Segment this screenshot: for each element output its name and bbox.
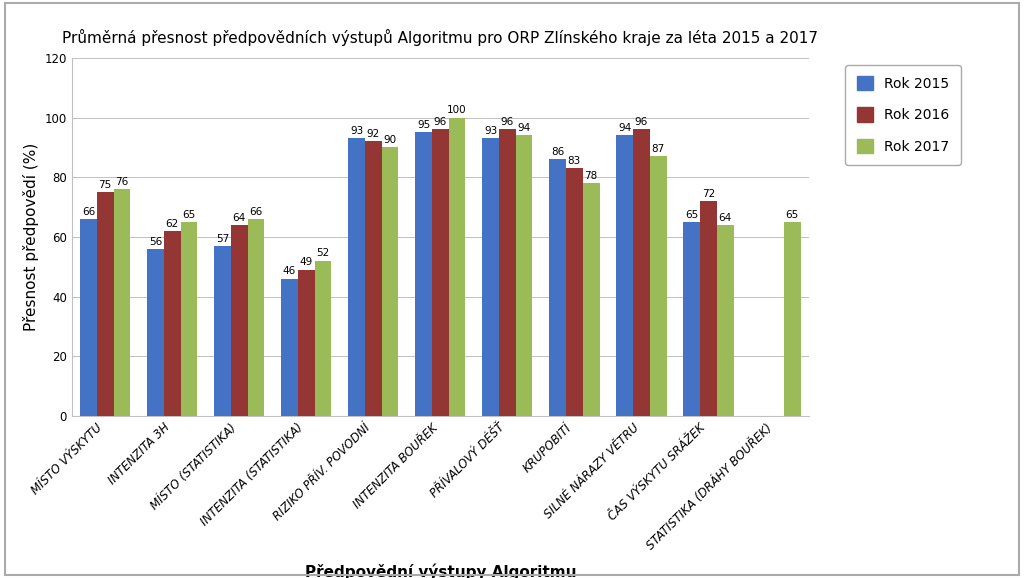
Bar [583, 183, 599, 416]
Bar [248, 219, 264, 416]
Bar [449, 117, 466, 416]
Text: 65: 65 [182, 210, 196, 220]
Text: 76: 76 [116, 177, 129, 187]
Text: 94: 94 [618, 123, 631, 133]
Bar [566, 168, 583, 416]
Text: 96: 96 [434, 117, 446, 127]
Bar [549, 160, 566, 416]
Bar [298, 270, 314, 416]
Text: 64: 64 [719, 213, 732, 223]
Bar [432, 129, 449, 416]
Bar [683, 222, 700, 416]
Bar [97, 192, 114, 416]
Text: 66: 66 [82, 207, 95, 217]
Bar [214, 246, 230, 416]
Text: 57: 57 [216, 234, 229, 243]
Text: 93: 93 [350, 126, 364, 136]
Bar [717, 225, 733, 416]
Y-axis label: Přesnost předpovědí (%): Přesnost předpovědí (%) [23, 143, 39, 331]
Bar [282, 279, 298, 416]
Bar [80, 219, 97, 416]
Text: 95: 95 [417, 120, 430, 130]
Text: Průměrná přesnost předpovědních výstupů Algoritmu pro ORP Zlínského kraje za lét: Průměrná přesnost předpovědních výstupů … [62, 29, 818, 46]
Text: 78: 78 [585, 171, 598, 181]
Text: 86: 86 [551, 147, 564, 157]
Bar [147, 249, 164, 416]
Bar [230, 225, 248, 416]
Text: 96: 96 [501, 117, 514, 127]
Text: 65: 65 [685, 210, 698, 220]
Text: 87: 87 [651, 144, 665, 154]
Text: 90: 90 [384, 135, 396, 145]
Text: 75: 75 [98, 180, 112, 190]
Text: 52: 52 [316, 249, 330, 258]
Bar [650, 156, 667, 416]
Bar [164, 231, 180, 416]
Bar [616, 135, 633, 416]
Text: 96: 96 [635, 117, 648, 127]
Text: 49: 49 [300, 257, 313, 268]
Bar [180, 222, 198, 416]
Bar [314, 261, 332, 416]
Bar [516, 135, 532, 416]
Bar [700, 201, 717, 416]
Bar [382, 147, 398, 416]
Bar [783, 222, 801, 416]
Text: 62: 62 [166, 218, 179, 229]
Text: 92: 92 [367, 129, 380, 139]
Bar [633, 129, 650, 416]
Text: 46: 46 [283, 266, 296, 276]
Bar [499, 129, 516, 416]
Text: 72: 72 [701, 189, 715, 199]
Text: 56: 56 [148, 236, 162, 247]
Text: 93: 93 [484, 126, 498, 136]
Bar [348, 138, 365, 416]
Text: 94: 94 [517, 123, 530, 133]
X-axis label: Předpovědní výstupy Algoritmu: Předpovědní výstupy Algoritmu [304, 563, 577, 578]
Bar [114, 189, 130, 416]
Text: 65: 65 [785, 210, 799, 220]
Legend: Rok 2015, Rok 2016, Rok 2017: Rok 2015, Rok 2016, Rok 2017 [846, 65, 961, 165]
Text: 100: 100 [447, 105, 467, 115]
Text: 83: 83 [567, 156, 581, 166]
Bar [482, 138, 499, 416]
Text: 66: 66 [250, 207, 262, 217]
Text: 64: 64 [232, 213, 246, 223]
Bar [365, 142, 382, 416]
Bar [415, 132, 432, 416]
